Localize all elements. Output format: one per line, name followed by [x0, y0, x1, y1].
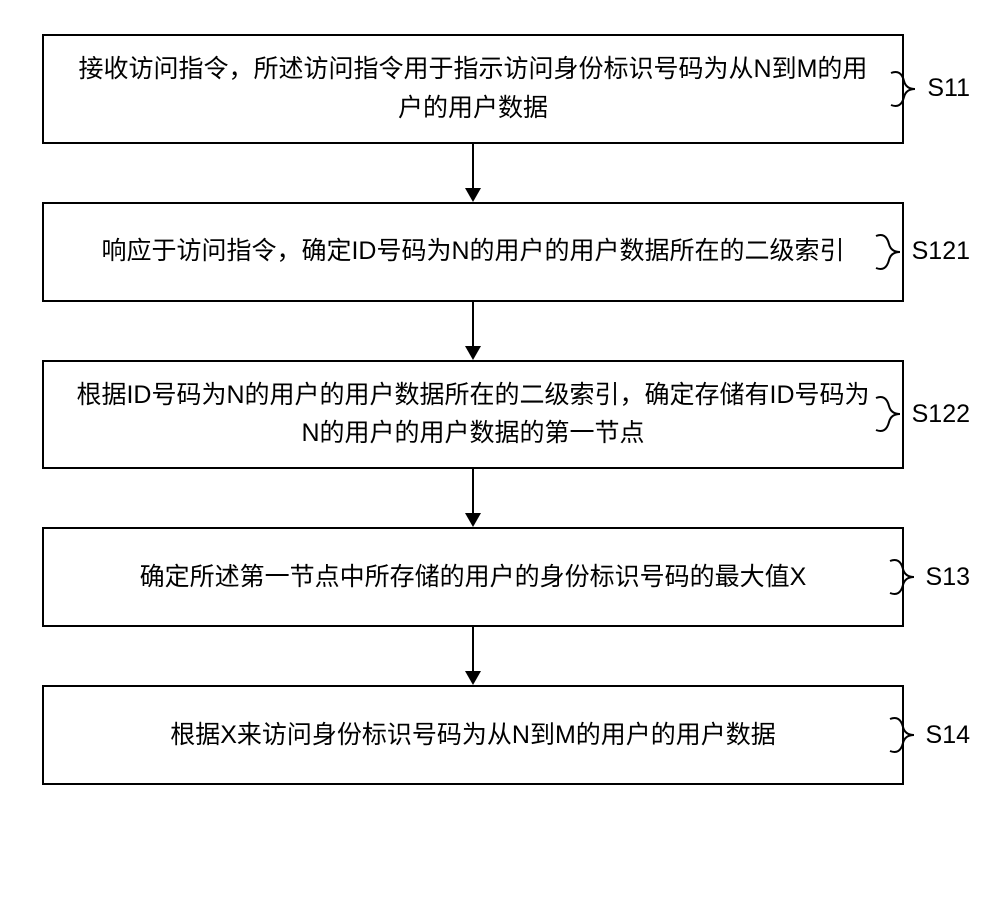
flow-step-text: 接收访问指令，所述访问指令用于指示访问身份标识号码为从N到M的用户的用户数据: [72, 50, 874, 128]
flow-step: 根据X来访问身份标识号码为从N到M的用户的用户数据 S14: [42, 685, 958, 785]
flow-arrow: [42, 627, 904, 685]
flow-step-label-wrap: S14: [888, 713, 970, 757]
arrow-down-icon: [461, 627, 485, 685]
flow-step: 确定所述第一节点中所存储的用户的身份标识号码的最大值X S13: [42, 527, 958, 627]
brace-icon: [889, 67, 923, 111]
flow-step-text: 根据X来访问身份标识号码为从N到M的用户的用户数据: [170, 716, 776, 755]
flow-arrow: [42, 144, 904, 202]
flow-step: 响应于访问指令，确定ID号码为N的用户的用户数据所在的二级索引 S121: [42, 202, 958, 302]
brace-icon: [874, 230, 908, 274]
flow-step-label-wrap: S11: [889, 67, 970, 111]
flow-arrow: [42, 469, 904, 527]
arrow-down-icon: [461, 302, 485, 360]
flowchart-container: 接收访问指令，所述访问指令用于指示访问身份标识号码为从N到M的用户的用户数据 S…: [42, 34, 958, 785]
flow-step-text: 确定所述第一节点中所存储的用户的身份标识号码的最大值X: [140, 558, 807, 597]
flow-step-text: 根据ID号码为N的用户的用户数据所在的二级索引，确定存储有ID号码为N的用户的用…: [72, 376, 874, 454]
flow-step-id: S13: [926, 563, 970, 592]
flow-step-label-wrap: S121: [874, 230, 970, 274]
flow-step-id: S121: [912, 237, 970, 266]
brace-icon: [888, 713, 922, 757]
flow-step-id: S11: [927, 74, 970, 103]
flow-step-box: 响应于访问指令，确定ID号码为N的用户的用户数据所在的二级索引: [42, 202, 904, 302]
flow-step-box: 接收访问指令，所述访问指令用于指示访问身份标识号码为从N到M的用户的用户数据: [42, 34, 904, 144]
flow-step: 根据ID号码为N的用户的用户数据所在的二级索引，确定存储有ID号码为N的用户的用…: [42, 360, 958, 470]
flow-step-text: 响应于访问指令，确定ID号码为N的用户的用户数据所在的二级索引: [101, 232, 844, 271]
arrow-down-icon: [461, 469, 485, 527]
flow-step-box: 确定所述第一节点中所存储的用户的身份标识号码的最大值X: [42, 527, 904, 627]
flow-step: 接收访问指令，所述访问指令用于指示访问身份标识号码为从N到M的用户的用户数据 S…: [42, 34, 958, 144]
brace-icon: [888, 555, 922, 599]
brace-icon: [874, 392, 908, 436]
arrow-down-icon: [461, 144, 485, 202]
flow-step-id: S122: [912, 400, 970, 429]
flow-step-box: 根据ID号码为N的用户的用户数据所在的二级索引，确定存储有ID号码为N的用户的用…: [42, 360, 904, 470]
flow-arrow: [42, 302, 904, 360]
flow-step-id: S14: [926, 721, 970, 750]
flow-step-label-wrap: S13: [888, 555, 970, 599]
flow-step-label-wrap: S122: [874, 392, 970, 436]
flow-step-box: 根据X来访问身份标识号码为从N到M的用户的用户数据: [42, 685, 904, 785]
